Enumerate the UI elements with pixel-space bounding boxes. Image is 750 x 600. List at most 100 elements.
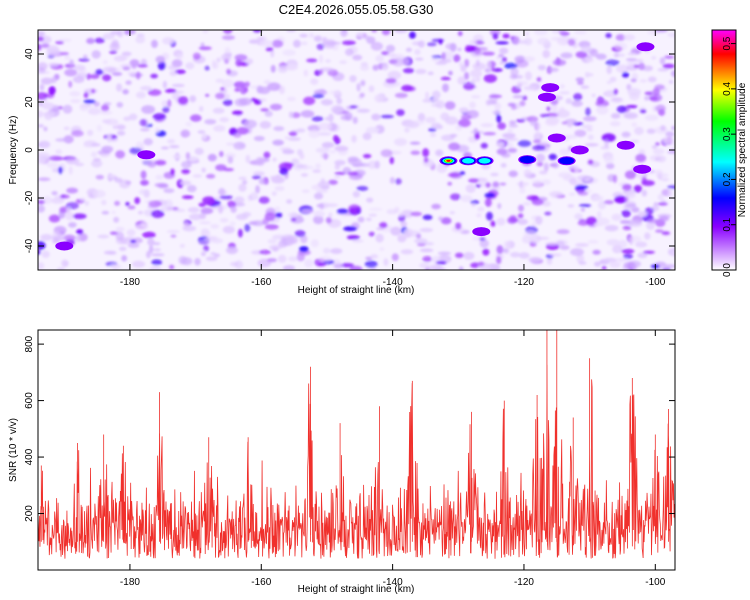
- spectrogram-speckle: [291, 158, 300, 164]
- spectrogram-speckle: [471, 202, 476, 207]
- spectrogram-speckle: [177, 96, 189, 105]
- x-tick-label: -100: [645, 277, 665, 288]
- spectrogram-speckle: [233, 133, 242, 138]
- spectrogram-speckle: [479, 237, 486, 241]
- spectrogram-speckle: [559, 84, 565, 89]
- spectrogram-speckle: [56, 267, 65, 270]
- spectrogram-speckle: [586, 216, 597, 226]
- spectrogram-speckle: [312, 93, 325, 99]
- spectrogram-speckle: [213, 253, 221, 258]
- spectrogram-speckle: [119, 179, 131, 189]
- spectrogram-speckle: [490, 66, 495, 72]
- spectrogram-speckle: [497, 122, 507, 130]
- snr-x-axis: -180 -160 -140 -120 -100: [120, 330, 666, 588]
- spectrogram-speckle: [546, 106, 551, 112]
- spectrogram-speckle: [603, 257, 617, 263]
- spectrogram-speckle: [484, 198, 492, 207]
- spectrogram-speckle: [375, 233, 384, 243]
- spectrogram-speckle: [234, 87, 241, 92]
- spectrogram-speckle: [597, 200, 606, 210]
- y-tick-label: 800: [24, 335, 35, 352]
- spectrogram-speckle: [349, 75, 357, 83]
- spectrogram-speckle: [256, 85, 264, 94]
- spectrogram-speckle: [532, 144, 546, 151]
- spectrogram-speckle: [587, 239, 599, 244]
- spectrogram-speckle: [671, 250, 675, 256]
- spectrogram-speckle: [431, 203, 441, 210]
- spectrogram-speckle: [462, 81, 475, 91]
- spectrogram-speckle: [524, 37, 533, 46]
- spectrogram-speckle: [122, 89, 129, 95]
- spectrogram-speckle: [584, 177, 599, 184]
- spectrogram-speckle: [494, 102, 502, 111]
- spectrogram-speckle: [551, 103, 558, 113]
- spectrogram-speckle: [515, 119, 526, 123]
- spectrogram-speckle: [288, 131, 298, 137]
- x-tick-label: -140: [383, 277, 403, 288]
- spectrogram-speckle: [472, 62, 486, 71]
- spectrogram-speckle: [215, 92, 225, 100]
- spectrogram-speckle: [394, 206, 400, 214]
- spectrogram-speckle: [68, 222, 77, 228]
- spectrogram-speckle: [236, 127, 249, 135]
- spectrogram-speckle: [116, 102, 124, 108]
- spectrogram-speckle: [379, 247, 385, 251]
- spectrogram-speckle: [580, 45, 592, 53]
- spectrogram-speckle: [111, 210, 116, 215]
- spectrogram-speckle: [509, 120, 516, 125]
- spectrogram-speckle: [548, 153, 557, 161]
- spectrogram-speckle: [48, 86, 56, 95]
- spectrogram-speckle: [109, 50, 118, 54]
- spectrogram-speckle: [238, 97, 252, 106]
- spectrogram-speckle: [431, 57, 439, 62]
- spectrogram-speckle: [328, 212, 333, 218]
- spectrogram-speckle: [151, 39, 158, 49]
- spectrogram-speckle: [127, 71, 137, 76]
- spectrogram-speckle: [101, 104, 110, 112]
- spectrogram-speckle: [400, 220, 408, 228]
- spectrogram-speckle: [328, 179, 338, 185]
- spectrogram-speckle: [602, 92, 608, 96]
- spectrogram-speckle: [224, 46, 231, 56]
- spectrogram-speckle: [667, 185, 675, 189]
- spectrogram-noise: [38, 30, 675, 270]
- spectrogram-speckle: [245, 58, 254, 65]
- spectrogram-speckle: [370, 254, 379, 259]
- spectrogram-speckle: [259, 249, 271, 255]
- spectrogram-speckle: [435, 149, 444, 157]
- spectrogram-speckle: [609, 76, 617, 83]
- spectrogram-speckle: [312, 169, 322, 173]
- spectrogram-speckle: [464, 72, 470, 80]
- spectrogram-speckle: [546, 112, 560, 118]
- spectrogram-speckle: [83, 92, 89, 99]
- spectrogram-speckle: [457, 76, 466, 85]
- spectrogram-speckle: [649, 154, 664, 162]
- spectrogram-speckle: [496, 148, 508, 155]
- spectrogram-speckle: [180, 129, 191, 138]
- spectrogram-speckle: [74, 162, 85, 167]
- spectrogram-speckle: [479, 239, 489, 248]
- spectrogram-speckle: [644, 114, 659, 121]
- chart-title: C2E4.2026.055.05.58.G30: [279, 2, 434, 17]
- spectrogram-speckle: [623, 204, 635, 210]
- spectrogram-speckle: [518, 204, 525, 212]
- spectrogram-speckle: [102, 74, 112, 82]
- spectrogram-speckle: [152, 242, 161, 246]
- spectrogram-speckle: [604, 139, 609, 148]
- spectrogram-speckle: [89, 74, 100, 80]
- spectrogram-speckle: [537, 64, 546, 71]
- y-tick-label: 200: [24, 505, 35, 522]
- spectrogram-speckle: [332, 134, 339, 142]
- spectrogram-speckle: [252, 175, 262, 180]
- spectrogram-speckle: [86, 37, 95, 45]
- spectrogram-speckle: [272, 139, 284, 146]
- spectrogram-speckle: [219, 217, 229, 223]
- spectrogram-speckle: [611, 213, 622, 222]
- spectrogram-speckle: [398, 214, 406, 223]
- spectrogram-speckle: [435, 260, 447, 265]
- spectrogram-speckle: [651, 56, 657, 60]
- spectrogram-speckle: [364, 260, 378, 268]
- spectrogram-speckle: [644, 91, 653, 96]
- spectrogram-speckle: [535, 153, 546, 163]
- spectrogram-speckle: [489, 94, 503, 99]
